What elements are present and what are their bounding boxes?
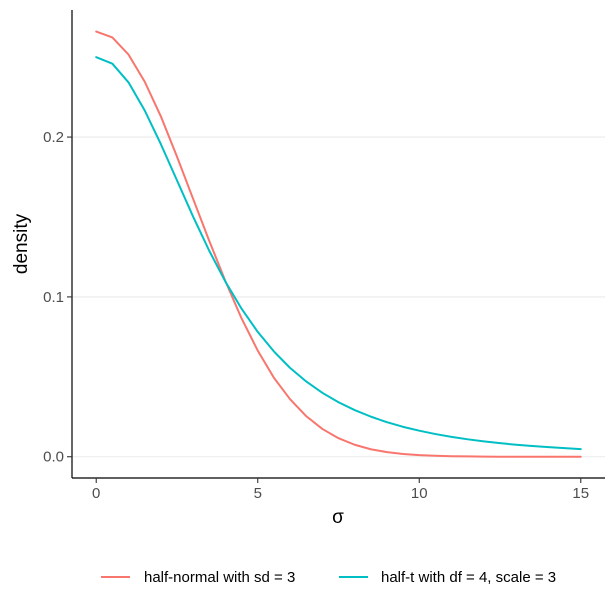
gridlines: [72, 136, 605, 458]
x-tick-label-2: 10: [411, 485, 428, 502]
legend: half-normal with sd = 3 half-t with df =…: [101, 569, 556, 586]
y-tick-label-0: 0.0: [43, 449, 64, 466]
y-axis-title: density: [11, 213, 32, 274]
x-axis-title: σ: [332, 507, 344, 528]
legend-label-half-t: half-t with df = 4, scale = 3: [381, 569, 556, 586]
series-line-1: [95, 56, 582, 451]
x-tick-label-3: 15: [572, 485, 589, 502]
x-axis-ticks: 0 5 10 15: [92, 478, 589, 502]
series-layer: [95, 30, 582, 458]
y-tick-label-2: 0.2: [43, 129, 64, 146]
x-tick-label-0: 0: [92, 485, 100, 502]
y-axis-ticks: 0.0 0.1 0.2: [43, 129, 72, 466]
legend-label-half-normal: half-normal with sd = 3: [144, 569, 295, 586]
y-tick-label-1: 0.1: [43, 289, 64, 306]
x-tick-label-1: 5: [254, 485, 262, 502]
series-line-0: [95, 30, 582, 458]
